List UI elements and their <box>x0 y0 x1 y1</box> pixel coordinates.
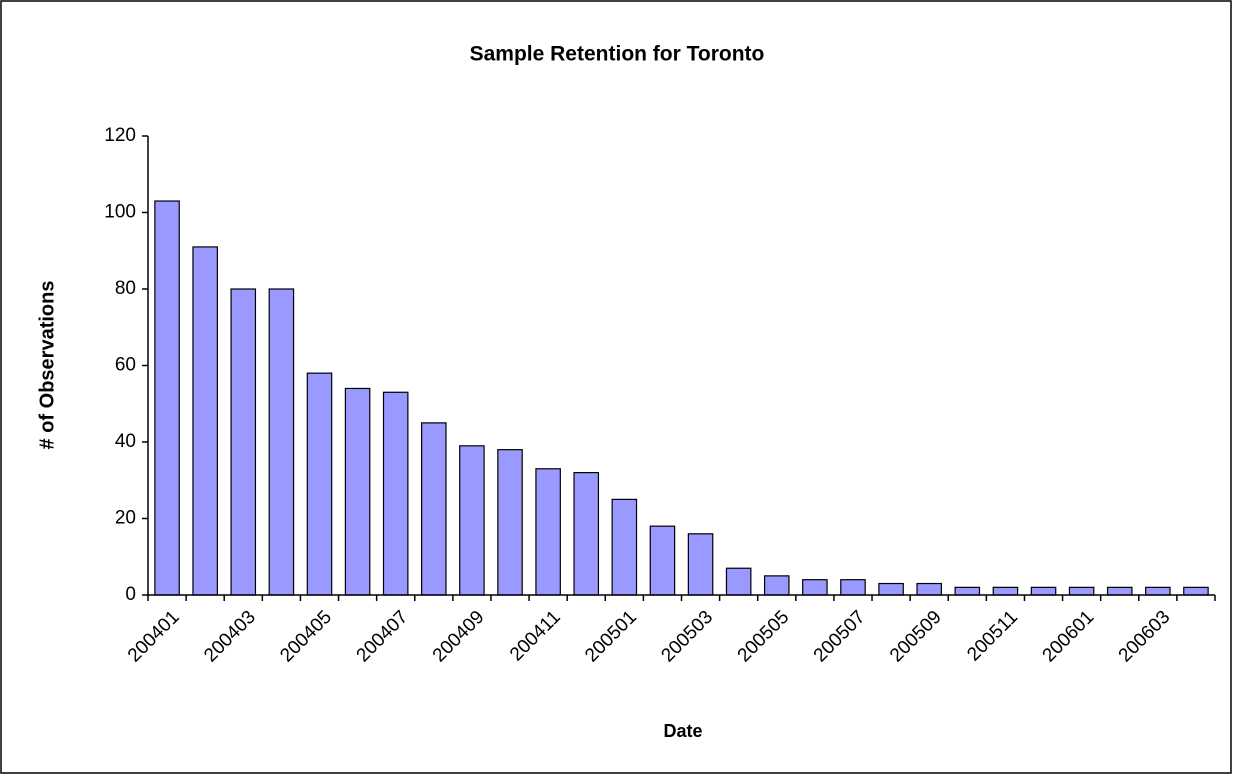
x-axis-label: Date <box>663 721 702 741</box>
bar <box>916 582 942 596</box>
bar <box>611 498 638 596</box>
bar <box>497 449 523 596</box>
bar <box>459 445 485 596</box>
y-tick-label: 60 <box>115 355 136 376</box>
bar <box>1145 586 1171 596</box>
chart-title: Sample Retention for Toronto <box>470 43 765 66</box>
bar <box>382 391 409 596</box>
bar <box>230 288 257 596</box>
y-tick-label: 80 <box>115 278 136 299</box>
y-tick-label: 120 <box>104 125 136 146</box>
bar <box>954 586 981 596</box>
bar <box>421 422 447 596</box>
y-tick-label: 40 <box>115 431 136 452</box>
bar <box>192 246 218 596</box>
bar <box>1030 586 1057 596</box>
y-axis-label: # of Observations <box>36 281 58 450</box>
bar <box>687 533 714 596</box>
bar <box>840 579 866 596</box>
bar <box>1068 586 1095 596</box>
bar <box>306 372 333 596</box>
bar <box>992 586 1019 596</box>
bar <box>763 575 790 596</box>
bar <box>878 582 904 596</box>
y-tick-label: 20 <box>115 508 136 529</box>
bar <box>725 567 752 596</box>
bar <box>649 525 676 596</box>
bar <box>344 387 371 596</box>
bar <box>1106 586 1133 596</box>
bar <box>1183 586 1209 596</box>
y-tick-label: 100 <box>104 202 136 223</box>
bar <box>535 468 561 596</box>
bar <box>154 200 180 596</box>
y-tick-label: 0 <box>125 584 136 605</box>
bar <box>268 288 295 596</box>
bar <box>802 579 828 596</box>
bar <box>573 472 600 596</box>
